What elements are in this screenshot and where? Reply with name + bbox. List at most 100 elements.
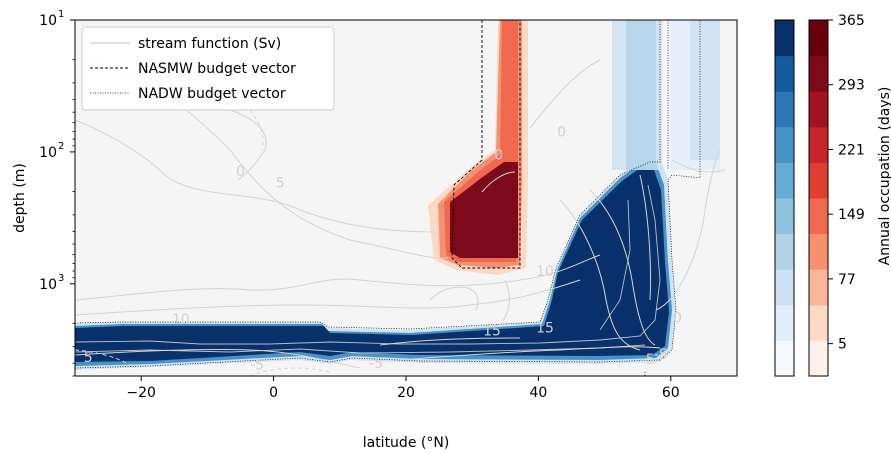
legend-stream-label: stream function (Sv) [138, 36, 281, 52]
stream-contour [75, 279, 581, 316]
colorbar-segment [775, 20, 794, 57]
contour-label: 10 [172, 312, 190, 328]
colorbar-segment [775, 233, 794, 270]
stream-contour [481, 171, 516, 193]
colorbar-segment [809, 162, 828, 199]
contour-label: -5 [369, 356, 383, 372]
colorbar-frame [774, 19, 795, 377]
colorbar-segment [775, 269, 794, 306]
stream-contour [75, 119, 441, 233]
contour-label: -5 [250, 358, 264, 374]
y-tick-label: 10 [39, 145, 57, 161]
core-streamlines [75, 184, 661, 354]
colorbar-segment [809, 340, 828, 377]
colorbar-segment [775, 162, 794, 199]
stream-contour [639, 174, 652, 301]
stream-contour [671, 159, 726, 173]
stream-contour [529, 59, 601, 129]
nasmw-core [450, 162, 518, 258]
colorbar-segment [775, 304, 794, 341]
stream-contour [655, 149, 721, 311]
colorbar-segment [809, 55, 828, 92]
core-streamline [75, 184, 661, 345]
stream-contour-negative [249, 367, 331, 376]
legend-box [81, 26, 335, 111]
stream-contour [559, 199, 641, 351]
core-streamline [599, 199, 631, 331]
stream-function-dashed-contours [75, 109, 331, 376]
y-tick-label: 10 [39, 13, 57, 29]
colorbar-tick-label: 365 [838, 13, 865, 29]
colorbar-segment [775, 91, 794, 128]
nadw-budget-outline [75, 20, 701, 369]
colorbar-segment [809, 304, 828, 341]
colorbar-segment [809, 126, 828, 163]
nadw-plume-right-inner [690, 20, 720, 160]
nasmw-occupation-fill [428, 20, 528, 275]
colorbar-tick-label: 5 [838, 337, 847, 353]
legend: stream function (Sv) NASMW budget vector… [81, 26, 335, 111]
stream-contour [75, 348, 361, 369]
y-axis-label: depth (m) [12, 163, 28, 233]
y-tick-label: 10 [39, 277, 57, 293]
stream-contour [229, 109, 267, 181]
legend-nadw-label: NADW budget vector [138, 86, 286, 102]
nadw-budget-outline [75, 20, 661, 330]
colorbar-tick-label: 149 [838, 207, 865, 223]
colorbar-segment [775, 340, 794, 377]
colorbar-frame [808, 19, 829, 377]
contour-label: 0 [494, 148, 503, 164]
core-streamline [75, 344, 646, 354]
contour-label: 15 [536, 321, 554, 337]
contour-label: 0 [557, 124, 566, 140]
colorbar-segment [775, 198, 794, 235]
stream-contour [429, 286, 479, 311]
contour-label: -5 [654, 347, 668, 363]
colorbar-segment [809, 20, 828, 57]
stream-contour [75, 254, 601, 301]
colorbar-tick-label: 77 [838, 272, 856, 288]
y-tick-exponent: 1 [58, 9, 64, 20]
stream-contour [399, 346, 661, 361]
occupation-colorbar: 5 77 149 221 293 365 [808, 13, 865, 377]
contour-label: 5 [276, 175, 285, 191]
colorbar-segment [775, 126, 794, 163]
contour-label: 0 [673, 310, 682, 326]
x-axis: −20 0 20 40 60 [126, 376, 680, 401]
y-tick-exponent: 3 [58, 273, 64, 284]
x-tick-label: 60 [662, 385, 680, 401]
colorbar-segment [809, 233, 828, 270]
legend-nasmw-label: NASMW budget vector [138, 61, 296, 77]
contour-label: 5 [84, 350, 93, 366]
x-tick-label: 20 [397, 385, 415, 401]
colorbar-segment [775, 55, 794, 92]
contour-label: -5 [641, 352, 655, 368]
colorbar-segment [809, 198, 828, 235]
x-tick-label: 40 [529, 385, 547, 401]
colorbar-segment [809, 91, 828, 128]
nadw-occupation-fill [75, 20, 720, 370]
nasmw-budget-outline [451, 20, 521, 269]
colorbar-segment [809, 269, 828, 306]
contour-label: 15 [483, 323, 501, 339]
colorbar-tick-label: 221 [838, 142, 865, 158]
contour-label: 10 [536, 264, 554, 280]
nadw-band-core [75, 167, 669, 362]
colorbar-tick-label: 293 [838, 78, 865, 94]
stream-contour-negative [249, 109, 264, 151]
x-tick-label: −20 [126, 385, 156, 401]
nadw-plume-inner [626, 20, 656, 170]
stream-contour-negative [75, 349, 136, 369]
x-axis-label: latitude (°N) [363, 435, 450, 451]
contour-label: 0 [236, 164, 245, 180]
nasmw-budget-vector [451, 20, 521, 269]
x-tick-label: 0 [269, 385, 278, 401]
nadw-colorbar [774, 19, 795, 377]
colorbar-label: Annual occupation (days) [877, 87, 891, 266]
y-tick-exponent: 2 [58, 141, 64, 152]
stream-contour [501, 279, 510, 323]
